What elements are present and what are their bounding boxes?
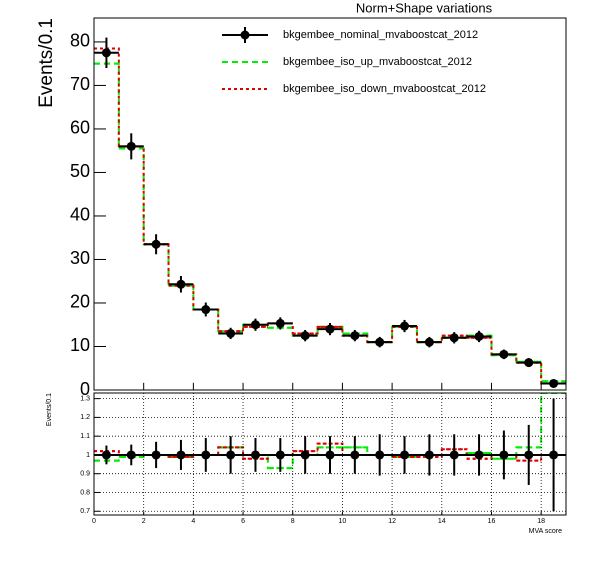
data-point xyxy=(524,450,534,460)
legend-label: bkgembee_nominal_mvaboostcat_2012 xyxy=(283,29,478,41)
y-axis-label: Events/0.1 xyxy=(36,18,57,108)
y-tick-label: 1.1 xyxy=(80,433,90,440)
data-point xyxy=(300,450,310,460)
data-point xyxy=(176,279,186,289)
x-tick-label: 14 xyxy=(438,518,446,525)
data-point xyxy=(424,337,434,347)
frame xyxy=(93,17,567,391)
data-point xyxy=(474,331,484,341)
legend-label: bkgembee_iso_up_mvaboostcat_2012 xyxy=(283,56,472,68)
x-tick-label: 2 xyxy=(142,518,146,525)
data-point xyxy=(524,358,534,368)
data-point xyxy=(474,450,484,460)
data-point xyxy=(449,333,459,343)
data-point xyxy=(350,450,360,460)
y-tick-label: 10 xyxy=(70,335,90,355)
y-tick-label: 1.2 xyxy=(80,414,90,421)
frame xyxy=(93,392,567,516)
data-point xyxy=(549,378,559,388)
data-point xyxy=(226,450,236,460)
y-tick-label: 0.9 xyxy=(80,471,90,478)
data-point xyxy=(325,324,335,334)
data-point xyxy=(226,328,236,338)
data-point xyxy=(325,450,335,460)
y-tick-label: 1.3 xyxy=(80,395,90,402)
data-point xyxy=(375,337,385,347)
y-tick-label: 0 xyxy=(80,379,90,399)
x-tick-label: 4 xyxy=(191,518,195,525)
data-point xyxy=(151,239,161,249)
x-axis-label: MVA score xyxy=(529,528,562,535)
plot-area xyxy=(94,37,566,388)
x-tick-label: 8 xyxy=(291,518,295,525)
data-point xyxy=(126,141,136,151)
y-tick-label: 0.8 xyxy=(80,489,90,496)
data-point xyxy=(424,450,434,460)
x-tick-label: 10 xyxy=(339,518,347,525)
x-tick-label: 6 xyxy=(241,518,245,525)
y-tick-label: 20 xyxy=(70,292,90,312)
y-tick-label: 30 xyxy=(70,248,90,268)
chart-title: Norm+Shape variations xyxy=(356,0,493,15)
data-point xyxy=(250,320,260,330)
y-tick-label: 80 xyxy=(70,31,90,51)
data-point xyxy=(499,349,509,359)
x-tick-label: 16 xyxy=(488,518,496,525)
x-tick-label: 0 xyxy=(92,518,96,525)
data-point xyxy=(300,331,310,341)
legend-label: bkgembee_iso_down_mvaboostcat_2012 xyxy=(283,83,486,95)
data-point xyxy=(250,450,260,460)
y-axis-label: Events/0.1 xyxy=(46,393,53,426)
x-tick-label: 18 xyxy=(537,518,545,525)
data-point xyxy=(400,450,410,460)
data-point xyxy=(400,321,410,331)
data-point xyxy=(151,450,161,460)
data-point xyxy=(176,450,186,460)
data-point xyxy=(126,450,136,460)
y-tick-label: 0.7 xyxy=(80,508,90,515)
x-tick-label: 12 xyxy=(388,518,396,525)
data-point xyxy=(350,331,360,341)
legend-entry: bkgembee_iso_down_mvaboostcat_2012 xyxy=(222,83,486,95)
data-point xyxy=(101,48,111,58)
data-point xyxy=(201,305,211,315)
legend-entry: bkgembee_nominal_mvaboostcat_2012 xyxy=(222,27,478,43)
y-tick-label: 60 xyxy=(70,118,90,138)
y-tick-label: 50 xyxy=(70,161,90,181)
y-tick-label: 70 xyxy=(70,74,90,94)
data-point xyxy=(499,450,509,460)
legend-swatch xyxy=(240,30,250,40)
data-point xyxy=(275,318,285,328)
legend-entry: bkgembee_iso_up_mvaboostcat_2012 xyxy=(222,56,472,68)
y-tick-label: 1 xyxy=(86,452,90,459)
y-tick-label: 40 xyxy=(70,205,90,225)
